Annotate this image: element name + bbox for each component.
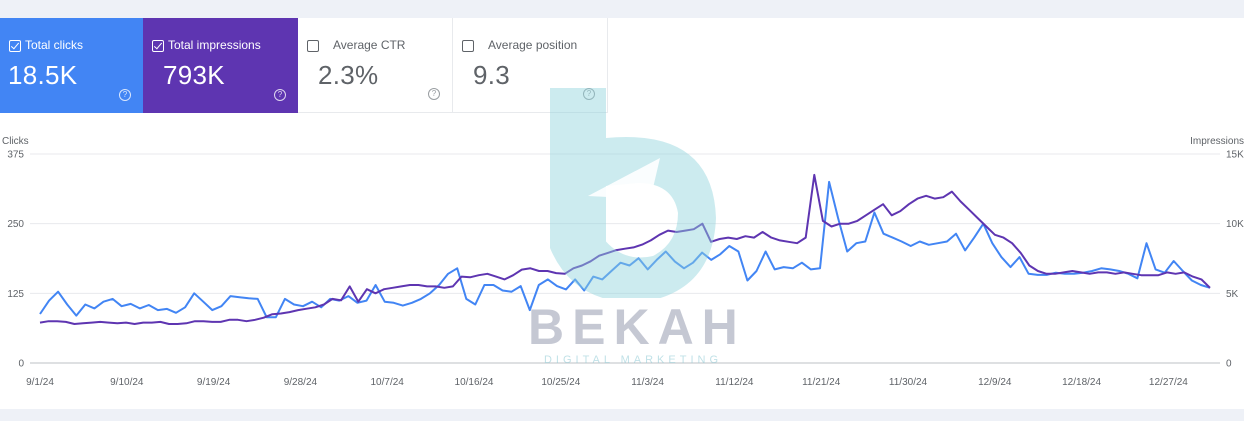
x-tick-label: 9/1/24 [26, 377, 54, 388]
average-ctr-label: Average CTR [333, 38, 406, 52]
clicks-series-line [39, 180, 1211, 319]
average-ctr-value: 2.3% [318, 60, 379, 90]
metric-cards: Total clicks 18.5K ? Total impressions 7… [0, 18, 608, 113]
chart-grid [30, 153, 1220, 364]
bottom-band [0, 409, 1244, 421]
average-ctr-checkbox[interactable] [307, 40, 319, 52]
x-tick-label: 11/3/24 [631, 377, 664, 388]
left-tick-label: 125 [7, 289, 24, 300]
x-tick-label: 11/12/24 [715, 377, 754, 388]
right-tick-label: 15K [1226, 150, 1244, 161]
impressions-series-line [39, 173, 1211, 325]
average-position-label: Average position [488, 38, 578, 52]
right-tick-label: 5K [1226, 289, 1239, 300]
performance-chart[interactable]: Clicks Impressions 0 0 125 5K 250 10K 375 15K 9/1/… [0, 128, 1244, 390]
right-tick-label: 10K [1226, 219, 1244, 230]
average-ctr-card[interactable]: Average CTR 2.3% ? [298, 18, 453, 113]
x-tick-label: 9/10/24 [110, 377, 144, 388]
x-tick-label: 11/30/24 [889, 377, 928, 388]
total-impressions-checkbox[interactable] [152, 40, 164, 52]
total-clicks-card[interactable]: Total clicks 18.5K ? [0, 18, 143, 113]
x-tick-label: 11/21/24 [802, 377, 841, 388]
chart-axes: Clicks Impressions 0 0 125 5K 250 10K 375 15K 9/1/… [2, 136, 1244, 388]
x-tick-label: 12/9/24 [978, 377, 1012, 388]
total-clicks-label: Total clicks [25, 38, 84, 52]
top-band [0, 0, 1244, 18]
total-impressions-label: Total impressions [168, 38, 261, 52]
x-tick-label: 10/25/24 [541, 377, 580, 388]
total-impressions-value: 793K [163, 60, 225, 90]
average-position-checkbox[interactable] [462, 40, 474, 52]
left-tick-label: 250 [7, 219, 24, 230]
left-tick-label: 375 [7, 150, 24, 161]
x-tick-label: 9/28/24 [284, 377, 318, 388]
right-axis-title: Impressions [1190, 136, 1244, 147]
left-tick-label: 0 [18, 359, 24, 370]
left-axis-title: Clicks [2, 136, 29, 147]
average-position-value: 9.3 [473, 60, 511, 90]
help-icon[interactable]: ? [274, 89, 286, 101]
total-clicks-value: 18.5K [8, 60, 78, 90]
x-tick-label: 10/16/24 [455, 377, 494, 388]
average-position-card[interactable]: Average position 9.3 ? [453, 18, 608, 113]
x-tick-label: 10/7/24 [371, 377, 405, 388]
help-icon[interactable]: ? [583, 88, 595, 100]
x-tick-label: 9/19/24 [197, 377, 231, 388]
total-impressions-card[interactable]: Total impressions 793K ? [143, 18, 298, 113]
x-tick-label: 12/18/24 [1062, 377, 1101, 388]
help-icon[interactable]: ? [119, 89, 131, 101]
help-icon[interactable]: ? [428, 88, 440, 100]
total-clicks-checkbox[interactable] [9, 40, 21, 52]
x-tick-label: 12/27/24 [1149, 377, 1188, 388]
right-tick-label: 0 [1226, 359, 1232, 370]
chart-series [39, 173, 1211, 325]
